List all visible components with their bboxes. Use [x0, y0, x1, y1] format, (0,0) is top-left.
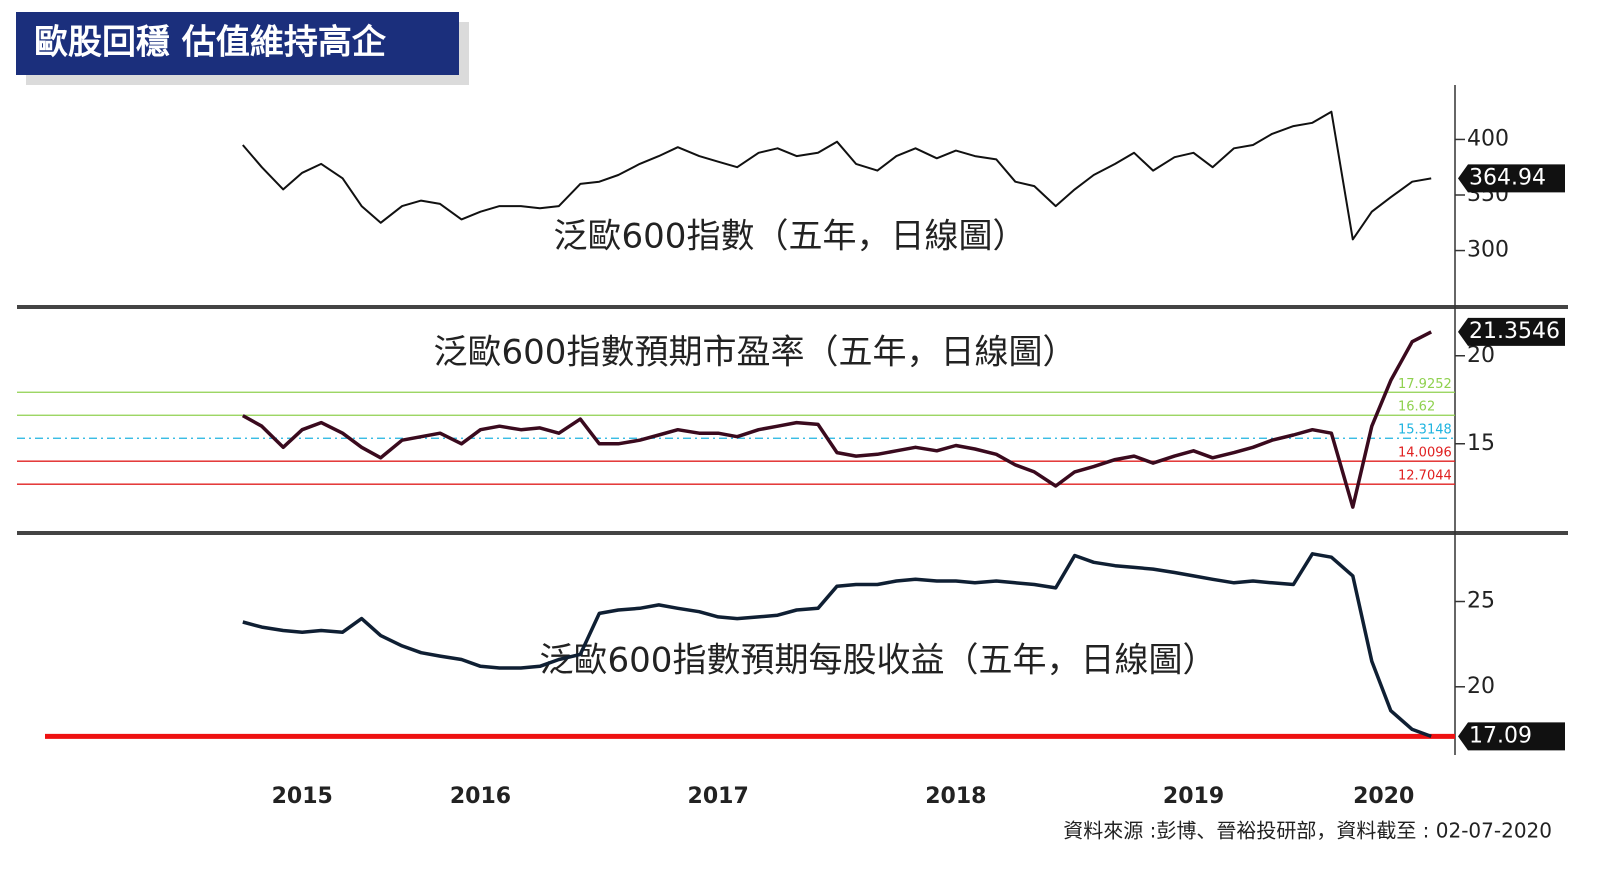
series-line [241, 330, 1433, 509]
panel-title: 泛歐600指數預期市盈率（五年，日線圖） [434, 333, 1077, 373]
last-value-tag [1458, 722, 1565, 751]
x-tick-label: 2017 [688, 784, 749, 809]
series-line [242, 552, 1432, 739]
x-tick-label: 2018 [925, 784, 986, 809]
last-value-tag [1458, 164, 1565, 193]
y-tick-label: 25 [1467, 589, 1495, 614]
last-value-label: 17.09 [1469, 723, 1532, 748]
title-box [16, 12, 459, 75]
y-tick-label: 20 [1467, 343, 1495, 368]
last-value-label: 21.3546 [1469, 319, 1560, 344]
source-note: 資料來源 :彭博、晉裕投研部，資料截至 : 02-07-2020 [1063, 819, 1552, 843]
reference-label: 12.7044 [1398, 469, 1452, 484]
last-value-label: 364.94 [1469, 165, 1546, 190]
reference-label: 14.0096 [1398, 446, 1452, 461]
x-tick-label: 2015 [272, 784, 333, 809]
y-tick-label: 400 [1467, 126, 1509, 151]
y-tick-label: 15 [1467, 431, 1495, 456]
page-title: 歐股回穩 估值維持高企 [34, 23, 387, 63]
reference-label: 16.62 [1398, 400, 1435, 415]
panel-title: 泛歐600指數預期每股收益（五年，日線圖） [540, 641, 1217, 681]
x-tick-label: 2019 [1163, 784, 1224, 809]
reference-label: 15.3148 [1398, 423, 1452, 438]
panel-title: 泛歐600指數（五年，日線圖） [554, 217, 1027, 257]
y-tick-label: 300 [1467, 238, 1509, 263]
last-value-tag [1458, 317, 1565, 346]
x-tick-label: 2016 [450, 784, 511, 809]
y-tick-label: 20 [1467, 674, 1495, 699]
series-line [242, 110, 1432, 241]
x-tick-label: 2020 [1353, 784, 1414, 809]
reference-label: 17.9252 [1398, 377, 1452, 392]
